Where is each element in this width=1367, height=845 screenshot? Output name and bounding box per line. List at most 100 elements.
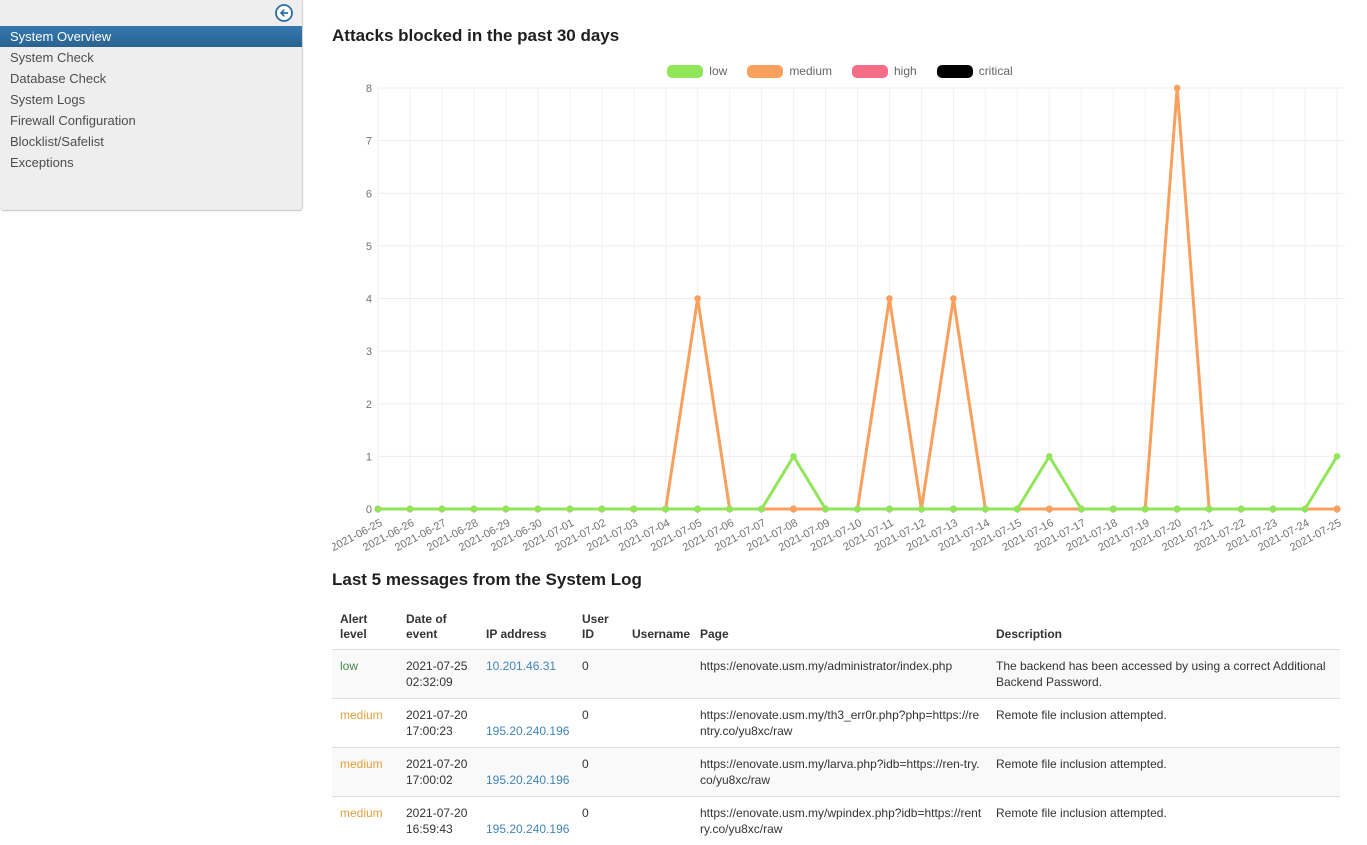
column-header-page: Page [692, 608, 988, 650]
legend-item-critical[interactable]: critical [937, 64, 1013, 78]
log-row: low 2021-07-25 02:32:09 10.201.46.31 0 https… [332, 650, 1340, 699]
ip-address-cell: 10.201.46.31 [478, 650, 574, 699]
data-point-low [471, 506, 478, 513]
arrow-left-circle-icon [274, 3, 294, 23]
legend-swatch-critical [937, 65, 973, 78]
username-cell [624, 748, 692, 797]
ip-address-link[interactable]: 195.20.240.196 [486, 724, 569, 738]
data-point-low [1270, 506, 1277, 513]
alert-level-cell: medium [332, 748, 398, 797]
date-of-event-cell: 2021-07-25 02:32:09 [398, 650, 478, 699]
description-cell: Remote file inclusion attempted. [988, 699, 1340, 748]
ip-line-spacer [486, 707, 570, 723]
alert-level-badge: low [340, 659, 358, 673]
data-point-medium [1174, 85, 1181, 92]
page-cell: https://enovate.usm.my/administrator/ind… [692, 650, 988, 699]
sidebar-item-system-overview[interactable]: System Overview [0, 26, 302, 47]
data-point-low [758, 506, 765, 513]
user-id-cell: 0 [574, 797, 624, 845]
sidebar-item-firewall-configuration[interactable]: Firewall Configuration [0, 110, 302, 131]
data-point-medium [1334, 506, 1341, 513]
data-point-low [535, 506, 542, 513]
y-tick-label: 4 [366, 294, 372, 306]
sidebar-item-blocklist-safelist[interactable]: Blocklist/Safelist [0, 131, 302, 152]
legend-label-medium: medium [789, 64, 832, 78]
legend-label-low: low [709, 64, 727, 78]
ip-address-cell: 195.20.240.196 [478, 797, 574, 845]
sidebar-item-system-logs[interactable]: System Logs [0, 89, 302, 110]
log-table-body: low 2021-07-25 02:32:09 10.201.46.31 0 https… [332, 650, 1340, 845]
data-point-medium [694, 295, 701, 302]
data-point-low [918, 506, 925, 513]
date-of-event-cell: 2021-07-20 17:00:02 [398, 748, 478, 797]
date-of-event-cell: 2021-07-20 17:00:23 [398, 699, 478, 748]
data-point-low [1014, 506, 1021, 513]
ip-address-link[interactable]: 10.201.46.31 [486, 659, 556, 673]
ip-address-link[interactable]: 195.20.240.196 [486, 773, 569, 787]
legend-swatch-low [667, 65, 703, 78]
column-header-description: Description [988, 608, 1340, 650]
column-header-username: Username [624, 608, 692, 650]
data-point-low [822, 506, 829, 513]
data-point-low [1110, 506, 1117, 513]
column-header-alert-level: Alert level [332, 608, 398, 650]
ip-line-spacer [486, 805, 570, 821]
y-tick-label: 2 [366, 399, 372, 411]
data-point-low [567, 506, 574, 513]
column-header-user-id: User ID [574, 608, 624, 650]
date-of-event-cell: 2021-07-20 16:59:43 [398, 797, 478, 845]
description-cell: Remote file inclusion attempted. [988, 797, 1340, 845]
user-id-cell: 0 [574, 699, 624, 748]
chart-legend: low medium high critical [332, 64, 1348, 78]
alert-level-cell: medium [332, 797, 398, 845]
data-point-low [854, 506, 861, 513]
user-id-cell: 0 [574, 650, 624, 699]
x-axis-labels: 2021-06-252021-06-262021-06-272021-06-28… [332, 517, 1343, 552]
legend-label-high: high [894, 64, 917, 78]
username-cell [624, 650, 692, 699]
ip-address-link[interactable]: 195.20.240.196 [486, 822, 569, 836]
data-point-low [950, 506, 957, 513]
legend-item-low[interactable]: low [667, 64, 727, 78]
alert-level-cell: low [332, 650, 398, 699]
data-point-low [1174, 506, 1181, 513]
column-header-date-of-event: Date of event [398, 608, 478, 650]
log-row: medium 2021-07-20 17:00:23 195.20.240.196 0… [332, 699, 1340, 748]
data-point-low [726, 506, 733, 513]
legend-item-medium[interactable]: medium [747, 64, 832, 78]
y-tick-label: 0 [366, 504, 372, 516]
sidebar-item-exceptions[interactable]: Exceptions [0, 152, 302, 173]
y-gridlines [378, 88, 1345, 509]
data-point-low [1046, 453, 1053, 460]
sidebar-item-system-check[interactable]: System Check [0, 47, 302, 68]
y-tick-label: 6 [366, 188, 372, 200]
sidebar-item-database-check[interactable]: Database Check [0, 68, 302, 89]
y-tick-label: 1 [366, 451, 372, 463]
data-point-low [790, 453, 797, 460]
sidebar-header [0, 0, 302, 26]
legend-item-high[interactable]: high [852, 64, 917, 78]
collapse-sidebar-button[interactable] [274, 3, 294, 23]
alert-level-cell: medium [332, 699, 398, 748]
username-cell [624, 797, 692, 845]
alert-level-badge: medium [340, 708, 383, 722]
y-tick-label: 5 [366, 241, 372, 253]
system-log-title: Last 5 messages from the System Log [332, 570, 1340, 590]
system-log-block: Last 5 messages from the System Log Aler… [332, 570, 1340, 845]
attacks-chart: 0123456782021-06-252021-06-262021-06-272… [332, 82, 1348, 552]
y-tick-label: 8 [366, 83, 372, 95]
data-point-low [694, 506, 701, 513]
description-cell: Remote file inclusion attempted. [988, 748, 1340, 797]
chart-title: Attacks blocked in the past 30 days [332, 26, 619, 46]
ip-address-cell: 195.20.240.196 [478, 748, 574, 797]
data-point-low [886, 506, 893, 513]
data-point-low [1078, 506, 1085, 513]
